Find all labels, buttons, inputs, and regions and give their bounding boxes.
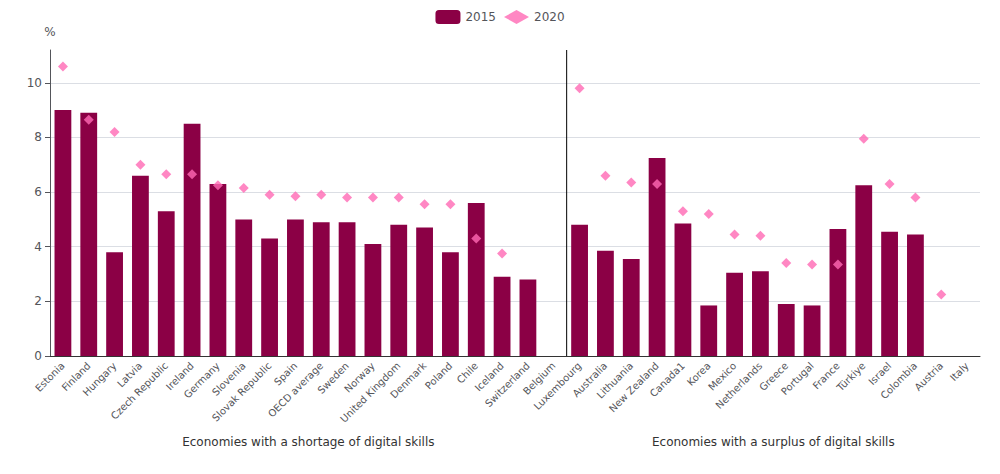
svg-text:10: 10 xyxy=(27,76,42,90)
svg-text:Latvia: Latvia xyxy=(115,360,145,390)
svg-text:Greece: Greece xyxy=(757,360,791,393)
svg-text:Slovenia: Slovenia xyxy=(209,360,248,398)
svg-text:Czech Republic: Czech Republic xyxy=(109,360,171,422)
svg-text:8: 8 xyxy=(34,130,42,144)
svg-text:Belgium: Belgium xyxy=(520,360,558,397)
svg-text:Sweden: Sweden xyxy=(315,360,351,396)
svg-text:Ireland: Ireland xyxy=(163,360,196,393)
svg-text:Iceland: Iceland xyxy=(472,360,506,394)
svg-text:Norway: Norway xyxy=(342,360,377,395)
svg-text:2020: 2020 xyxy=(534,10,565,24)
svg-text:Lithuania: Lithuania xyxy=(594,360,636,401)
svg-text:OECD average: OECD average xyxy=(265,360,326,420)
svg-text:2015: 2015 xyxy=(465,10,496,24)
svg-text:Economies with a surplus of di: Economies with a surplus of digital skil… xyxy=(652,435,895,449)
svg-text:Switzerland: Switzerland xyxy=(482,360,532,410)
svg-text:Portugal: Portugal xyxy=(779,360,816,397)
svg-text:New Zealand: New Zealand xyxy=(606,360,661,415)
svg-text:Israel: Israel xyxy=(866,360,894,388)
svg-text:4: 4 xyxy=(34,240,42,254)
svg-text:Slovak Republic: Slovak Republic xyxy=(210,360,274,424)
svg-text:Estonia: Estonia xyxy=(33,360,67,394)
svg-text:Economies with a shortage of d: Economies with a shortage of digital ski… xyxy=(182,435,434,449)
svg-text:0: 0 xyxy=(34,349,42,363)
svg-text:Chile: Chile xyxy=(454,360,481,386)
svg-text:Korea: Korea xyxy=(684,360,713,388)
svg-text:Mexico: Mexico xyxy=(706,360,739,393)
svg-text:Hungary: Hungary xyxy=(81,360,119,398)
svg-text:Luxembourg: Luxembourg xyxy=(531,360,584,412)
svg-text:Australia: Australia xyxy=(570,360,610,400)
svg-text:United Kingdom: United Kingdom xyxy=(338,360,403,425)
svg-text:6: 6 xyxy=(34,185,42,199)
svg-text:Austria: Austria xyxy=(912,360,945,393)
svg-text:Finland: Finland xyxy=(59,360,93,394)
svg-text:%: % xyxy=(44,25,55,39)
svg-text:Poland: Poland xyxy=(423,360,454,391)
svg-text:France: France xyxy=(810,360,842,392)
svg-text:Canada1: Canada1 xyxy=(648,360,687,399)
svg-text:Denmark: Denmark xyxy=(388,360,428,400)
svg-text:Spain: Spain xyxy=(271,360,300,388)
svg-text:2: 2 xyxy=(34,294,42,308)
svg-text:Italy: Italy xyxy=(948,360,971,383)
svg-text:Netherlands: Netherlands xyxy=(713,360,765,411)
svg-text:Germany: Germany xyxy=(181,360,222,401)
svg-text:Colombia: Colombia xyxy=(878,360,919,401)
svg-text:Türkiye: Türkiye xyxy=(834,360,868,394)
